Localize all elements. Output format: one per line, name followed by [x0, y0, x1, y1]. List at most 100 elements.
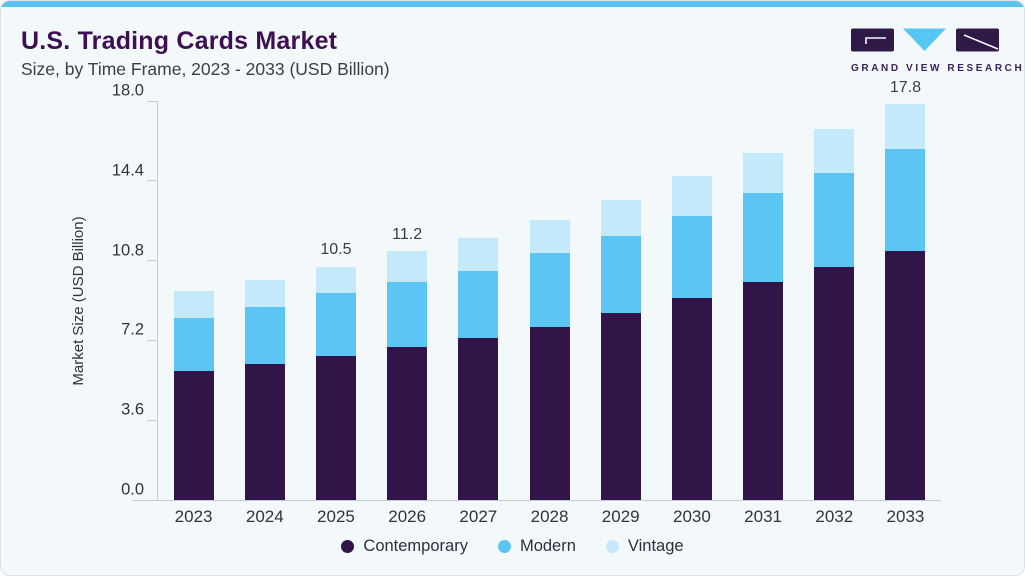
y-tick-label: 3.6 — [121, 400, 144, 419]
bars-container: 2023 2024 10.5 2025 11.2 2026 2027 2028 2029 2030… — [158, 79, 941, 526]
x-tick-label-2033: 2033 — [886, 507, 925, 526]
legend-item-vintage: Vintage — [605, 537, 684, 556]
bar-segment-vintage — [600, 200, 641, 236]
bar-segment-contemporary — [529, 326, 570, 500]
y-tick-mark — [147, 419, 157, 421]
bar-segment-vintage — [671, 175, 712, 216]
bar-segment-vintage — [885, 104, 926, 149]
bar-segment-modern — [244, 306, 285, 365]
bar-slot-2028: 2028 — [514, 101, 585, 526]
bar-segment-contemporary — [387, 346, 428, 500]
x-tick-label-2028: 2028 — [530, 507, 569, 526]
bar-segment-vintage — [387, 251, 428, 283]
x-tick-label-2027: 2027 — [459, 507, 498, 526]
bar-segment-modern — [885, 148, 926, 252]
x-tick-label-2026: 2026 — [388, 507, 427, 526]
y-tick-label: 10.8 — [111, 241, 144, 260]
stacked-bar-2027 — [458, 237, 499, 500]
bar-slot-2032: 2032 — [799, 101, 870, 526]
bar-segment-vintage — [743, 153, 784, 194]
x-tick-label-2030: 2030 — [672, 507, 711, 526]
y-tick-mark — [147, 100, 157, 102]
page-subtitle: Size, by Time Frame, 2023 - 2033 (USD Bi… — [21, 59, 390, 79]
stacked-bar-2029 — [600, 200, 641, 500]
grand-view-research-logo: GRAND VIEW RESEARCH — [851, 28, 1025, 74]
bar-slot-2030: 2030 — [656, 101, 727, 526]
bar-segment-contemporary — [885, 251, 926, 500]
plot-area: Market Size (USD Billion) 2023 2024 10.5 20… — [70, 79, 941, 526]
y-tick-label: 18.0 — [111, 81, 144, 100]
bar-segment-modern — [173, 317, 214, 372]
bar-segment-vintage — [173, 291, 214, 318]
bar-slot-2031: 2031 — [728, 101, 799, 526]
y-tick-mark — [147, 180, 157, 182]
stacked-bar-2032 — [814, 128, 855, 500]
bar-segment-modern — [600, 235, 641, 314]
legend-label: Contemporary — [363, 537, 468, 555]
y-tick-label: 7.2 — [121, 320, 144, 339]
stacked-bar-2030 — [671, 175, 712, 500]
bar-value-label: 10.5 — [320, 241, 352, 259]
bar-segment-vintage — [315, 266, 356, 294]
bar-segment-vintage — [244, 280, 285, 307]
x-tick-label-2025: 2025 — [317, 507, 355, 526]
stacked-bar-2028 — [529, 220, 570, 500]
stacked-bar-2026 — [387, 251, 428, 500]
bar-segment-modern — [387, 282, 428, 347]
page-title: U.S. Trading Cards Market — [21, 27, 338, 55]
bar-segment-modern — [458, 271, 499, 338]
bar-segment-contemporary — [173, 371, 214, 500]
bar-segment-vintage — [529, 220, 570, 254]
y-tick-label: 14.4 — [111, 161, 144, 180]
y-tick-mark — [147, 499, 157, 501]
bar-segment-contemporary — [315, 355, 356, 500]
bar-segment-contemporary — [814, 266, 855, 500]
bar-segment-vintage — [458, 237, 499, 272]
gvr-logo-icon — [851, 28, 999, 52]
bar-segment-contemporary — [743, 282, 784, 500]
bar-segment-modern — [315, 293, 356, 356]
bar-segment-modern — [529, 253, 570, 327]
legend: Contemporary Modern Vintage — [1, 537, 1024, 556]
bar-segment-contemporary — [458, 337, 499, 500]
legend-label: Vintage — [627, 537, 684, 555]
bar-segment-contemporary — [600, 313, 641, 500]
stacked-bar-2033 — [885, 104, 926, 500]
x-tick-label-2023: 2023 — [174, 507, 213, 526]
x-tick-label-2024: 2024 — [245, 507, 284, 526]
bar-segment-contemporary — [671, 297, 712, 500]
y-tick-mark — [147, 339, 157, 341]
legend-dot-contemporary — [341, 540, 355, 553]
bar-slot-2025: 10.5 2025 — [300, 101, 371, 526]
bar-segment-modern — [671, 215, 712, 298]
logo-text: GRAND VIEW RESEARCH — [851, 63, 1025, 74]
bar-value-label: 11.2 — [392, 225, 423, 243]
bar-slot-2033: 17.8 2033 — [870, 79, 941, 526]
top-accent-strip — [1, 1, 1024, 7]
bar-slot-2027: 2027 — [443, 101, 514, 526]
stacked-bar-2025 — [315, 266, 356, 500]
bar-slot-2026: 11.2 2026 — [372, 101, 443, 526]
y-tick-mark — [147, 260, 157, 262]
bar-slot-2024: 2024 — [229, 101, 300, 526]
stacked-bar-2024 — [244, 280, 285, 500]
x-tick-label-2032: 2032 — [815, 507, 854, 526]
y-tick-label: 0.0 — [121, 480, 144, 499]
x-tick-label-2029: 2029 — [601, 507, 640, 526]
stacked-bar-2023 — [173, 291, 214, 500]
legend-item-contemporary: Contemporary — [341, 537, 468, 556]
legend-dot-modern — [497, 540, 511, 553]
bar-segment-contemporary — [244, 364, 285, 500]
bar-segment-vintage — [814, 128, 855, 174]
x-axis-baseline — [132, 500, 158, 501]
legend-dot-vintage — [605, 540, 619, 553]
x-tick-label-2031: 2031 — [744, 507, 782, 526]
legend-label: Modern — [519, 537, 576, 555]
bar-segment-modern — [814, 173, 855, 267]
bar-slot-2023: 2023 — [158, 101, 229, 526]
bar-segment-modern — [743, 193, 784, 283]
legend-item-modern: Modern — [497, 537, 576, 556]
stacked-bar-2031 — [743, 153, 784, 500]
bar-slot-2029: 2029 — [585, 101, 656, 526]
